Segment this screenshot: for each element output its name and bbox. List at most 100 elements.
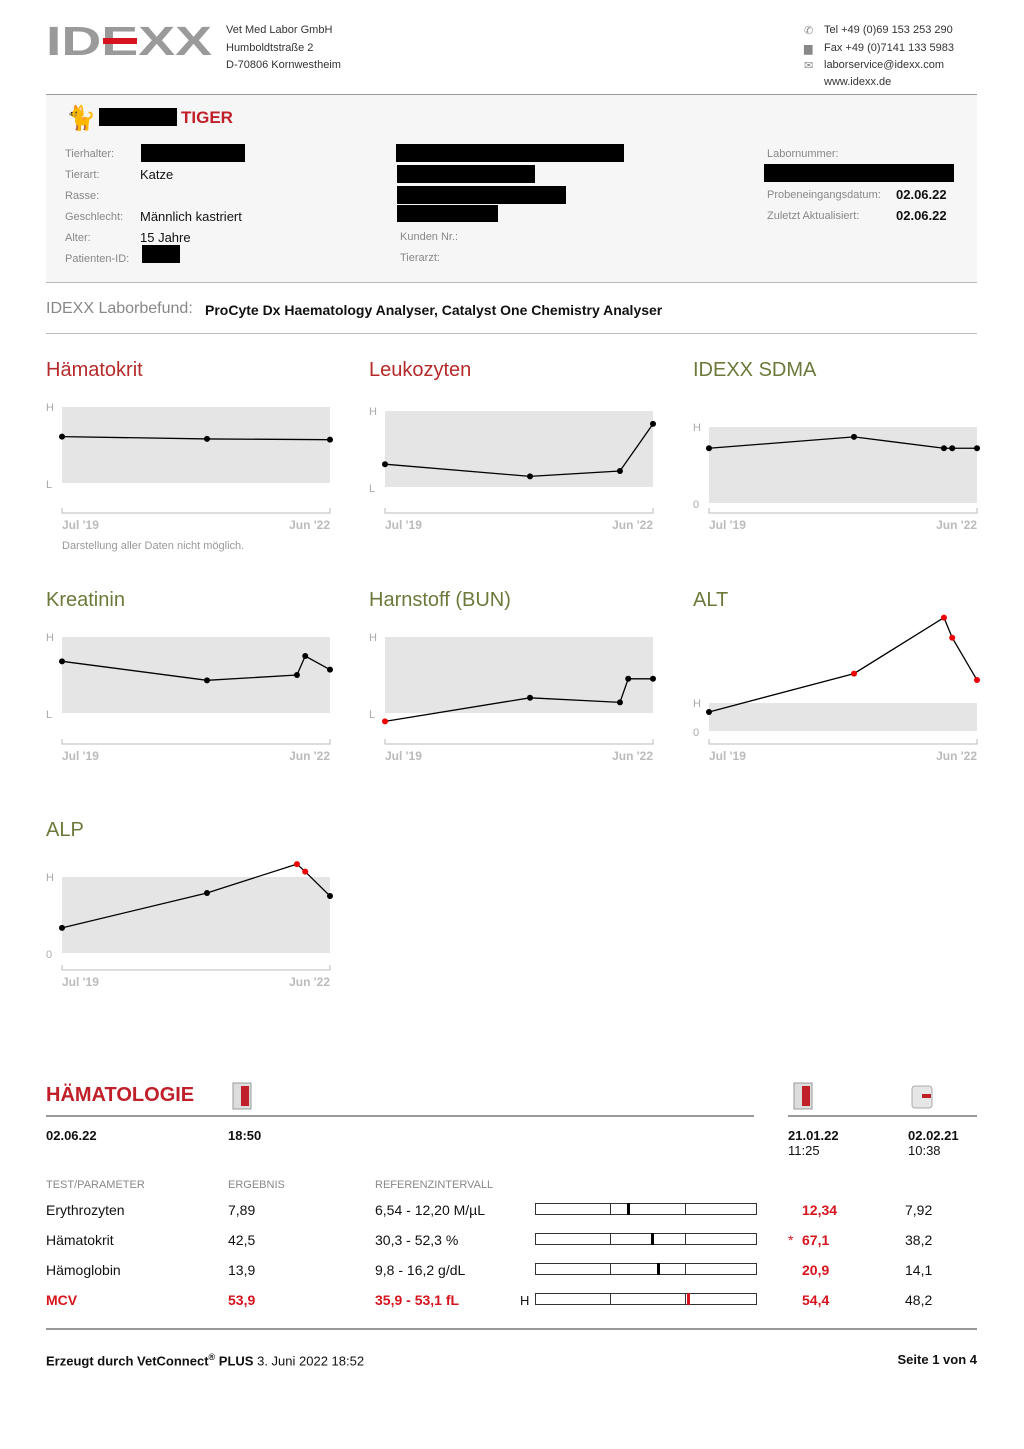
result-marker xyxy=(626,1203,630,1215)
normal-band xyxy=(385,411,653,487)
trend-point xyxy=(527,473,534,480)
field-label: Tierart: xyxy=(65,169,100,181)
trend-point xyxy=(851,433,858,440)
band-bottom-label: 0 xyxy=(693,727,699,739)
band-top-label: H xyxy=(46,632,54,644)
page-number: Seite 1 von 4 xyxy=(897,1352,977,1367)
trend-point xyxy=(616,468,623,475)
cat-icon: 🐈 xyxy=(66,105,96,132)
trend-point xyxy=(706,445,712,452)
trend-point xyxy=(650,420,656,427)
range-bar xyxy=(535,1233,757,1245)
trend-point xyxy=(302,868,309,875)
website: www.idexx.de xyxy=(824,76,892,88)
band-bottom-label: L xyxy=(46,479,52,491)
range-divider xyxy=(685,1264,686,1274)
logo-accent xyxy=(103,38,137,44)
previous-result: 67,1 xyxy=(802,1232,830,1248)
flag: H xyxy=(520,1293,530,1308)
range-divider xyxy=(685,1234,686,1244)
band-bottom-label: L xyxy=(369,483,375,495)
parameter: Hämoglobin xyxy=(46,1262,121,1278)
range-divider xyxy=(610,1264,611,1274)
analyser-icon xyxy=(793,1082,813,1110)
trend-point xyxy=(59,433,65,440)
previous-result: 54,4 xyxy=(802,1292,830,1308)
field-label: Kunden Nr.: xyxy=(400,231,459,243)
divider xyxy=(46,1115,754,1117)
trend-point xyxy=(940,445,947,452)
redaction xyxy=(99,108,177,126)
trend-point xyxy=(527,694,534,701)
previous-result: 12,34 xyxy=(802,1202,838,1218)
chart-note: Darstellung aller Daten nicht möglich. xyxy=(62,540,244,552)
previous-result: 48,2 xyxy=(905,1292,933,1308)
trend-point xyxy=(949,634,956,641)
previous-mark: * xyxy=(788,1232,794,1248)
normal-band xyxy=(62,877,330,953)
x-label: Jul '19 xyxy=(709,749,746,763)
report-label: IDEXX Laborbefund: xyxy=(46,300,193,317)
normal-band xyxy=(385,637,653,713)
x-label: Jun '22 xyxy=(289,749,330,763)
trend-point xyxy=(327,436,333,443)
section-title: HÄMATOLOGIE xyxy=(46,1084,195,1106)
field-value: 02.06.22 xyxy=(896,208,947,223)
band-top-label: H xyxy=(693,422,701,434)
parameter: Hämatokrit xyxy=(46,1232,114,1248)
parameter: Erythrozyten xyxy=(46,1202,125,1218)
result-marker xyxy=(687,1293,691,1305)
chart-title: Kreatinin xyxy=(46,589,125,611)
column-header: REFERENZINTERVALL xyxy=(375,1179,494,1191)
phone: Tel +49 (0)69 153 253 290 xyxy=(824,24,953,36)
band-bottom-label: L xyxy=(369,709,375,721)
field-label: Patienten-ID: xyxy=(65,253,130,265)
trend-point xyxy=(949,445,956,452)
trend-point xyxy=(204,889,211,896)
trend-point xyxy=(650,675,656,682)
prev-time: 10:38 xyxy=(908,1143,941,1158)
trend-point xyxy=(382,718,388,725)
result: 53,9 xyxy=(228,1292,256,1308)
trend-point xyxy=(204,677,211,684)
patient-name: TIGER xyxy=(181,108,233,127)
trend-point xyxy=(327,666,333,673)
redaction xyxy=(142,245,180,263)
trend-point xyxy=(302,653,309,659)
previous-result: 14,1 xyxy=(905,1262,933,1278)
chart-title: Harnstoff (BUN) xyxy=(369,589,511,611)
prev-time: 11:25 xyxy=(788,1143,820,1158)
redaction xyxy=(397,205,498,222)
trend-point xyxy=(706,708,712,715)
normal-band xyxy=(709,427,977,503)
band-top-label: H xyxy=(693,698,701,710)
x-label: Jun '22 xyxy=(936,518,977,532)
field-value: Männlich kastriert xyxy=(140,209,242,224)
fax: Fax +49 (0)7141 133 5983 xyxy=(824,42,954,54)
time: 18:50 xyxy=(228,1128,262,1143)
normal-band xyxy=(62,637,330,713)
normal-band xyxy=(709,703,977,731)
band-bottom-label: 0 xyxy=(46,949,52,961)
chart-title: Hämatokrit xyxy=(46,359,143,381)
redaction xyxy=(397,186,566,204)
field-value: 02.06.22 xyxy=(896,187,947,202)
trend-point xyxy=(616,699,623,706)
analyser-icon xyxy=(911,1085,933,1109)
redaction xyxy=(397,165,535,183)
trend-point xyxy=(293,672,300,678)
parameter: MCV xyxy=(46,1292,78,1308)
field-value: 15 Jahre xyxy=(140,230,191,245)
chart-title: Leukozyten xyxy=(369,359,471,381)
x-axis xyxy=(384,508,654,514)
reference: 6,54 - 12,20 M/µL xyxy=(375,1202,486,1218)
field-label: Rasse: xyxy=(65,190,100,202)
generated-at: 3. Juni 2022 18:52 xyxy=(257,1353,365,1369)
divider xyxy=(788,1115,977,1117)
trend-point xyxy=(625,675,632,682)
x-label: Jun '22 xyxy=(289,975,330,989)
x-axis xyxy=(384,739,654,745)
result: 13,9 xyxy=(228,1262,256,1278)
